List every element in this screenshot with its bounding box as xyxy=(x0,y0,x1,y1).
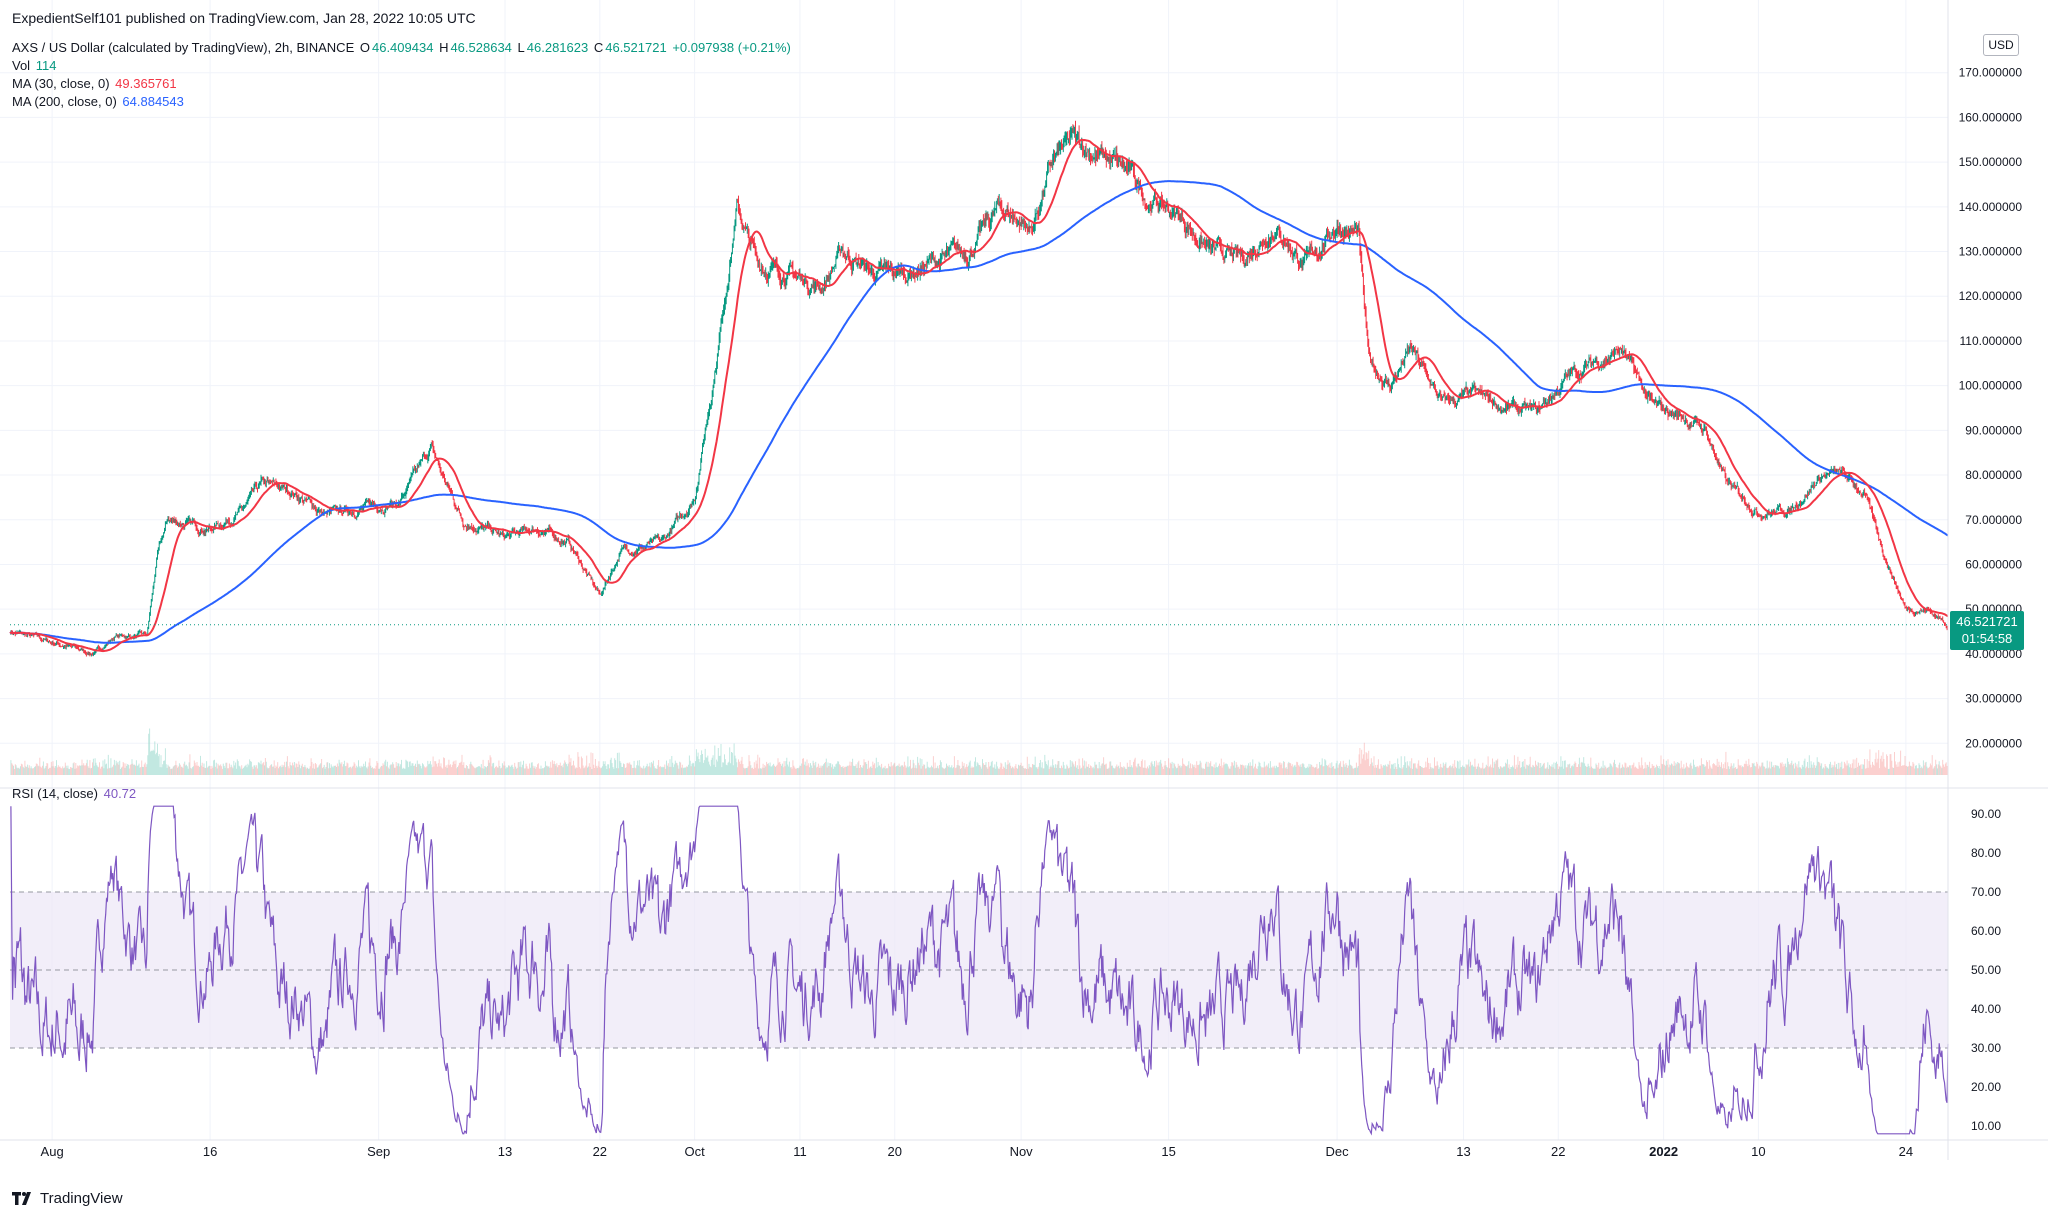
time-tick-label: 20 xyxy=(888,1144,902,1159)
ohlc-open: 46.409434 xyxy=(371,40,434,55)
axes: 170.000000 160.000000 150.000000 140.000000… xyxy=(0,0,2048,1160)
price-tick-label: 150.000000 xyxy=(1959,155,2023,169)
time-tick-label: 11 xyxy=(793,1144,807,1159)
time-tick-label: Aug xyxy=(41,1144,64,1159)
time-tick-label: Dec xyxy=(1326,1144,1350,1159)
ma200-legend[interactable]: MA (200, close, 0) 64.884543 xyxy=(12,94,186,109)
price-tick-label: 100.000000 xyxy=(1959,379,2023,393)
ma30-label: MA (30, close, 0) xyxy=(12,76,110,91)
rsi-value: 40.72 xyxy=(103,786,137,801)
rsi-tick-label: 80.00 xyxy=(1971,846,2001,860)
last-price-tag: 46.521721 01:54:58 xyxy=(1950,611,2024,650)
price-tick-label: 70.000000 xyxy=(1965,513,2022,527)
ohlc-low-label: L xyxy=(517,40,525,55)
volume-legend[interactable]: Vol 114 xyxy=(12,58,58,73)
ohlc-change: +0.097938 (+0.21%) xyxy=(672,40,791,55)
rsi-tick-label: 90.00 xyxy=(1971,807,2001,821)
price-tick-label: 110.000000 xyxy=(1959,334,2022,348)
ma30-path xyxy=(9,138,1949,652)
ohlc-low: 46.281623 xyxy=(526,40,589,55)
symbol-legend: AXS / US Dollar (calculated by TradingVi… xyxy=(12,40,793,55)
time-tick-label: 24 xyxy=(1899,1144,1913,1159)
rsi-band xyxy=(10,891,1948,1049)
ohlc-close: 46.521721 xyxy=(605,40,667,55)
price-tick-label: 20.000000 xyxy=(1965,736,2022,750)
publish-header: ExpedientSelf101 published on TradingVie… xyxy=(12,10,476,26)
volume-up-bars xyxy=(10,728,1949,775)
vol-value: 114 xyxy=(35,58,57,73)
rsi-tick-label: 40.00 xyxy=(1971,1002,2001,1016)
vol-label: Vol xyxy=(12,58,31,73)
time-tick-label: 22 xyxy=(593,1144,607,1159)
rsi-line xyxy=(10,805,1949,1136)
volume-bars xyxy=(10,728,1949,775)
time-tick-label: 16 xyxy=(203,1144,217,1159)
price-tick-label: 80.000000 xyxy=(1965,468,2022,482)
up-candles xyxy=(10,125,1949,657)
price-tick-label: 30.000000 xyxy=(1965,692,2022,706)
rsi-tick-label: 60.00 xyxy=(1971,924,2001,938)
last-price: 46.521721 xyxy=(1956,614,2018,629)
ma200-value: 64.884543 xyxy=(122,94,184,109)
rsi-tick-label: 50.00 xyxy=(1971,963,2001,977)
brand-name: TradingView xyxy=(40,1190,123,1207)
time-tick-label: 13 xyxy=(498,1144,512,1159)
volume-down-bars xyxy=(11,742,1948,775)
price-tick-label: 90.000000 xyxy=(1965,423,2022,437)
ma30-value: 49.365761 xyxy=(115,76,177,91)
bar-countdown: 01:54:58 xyxy=(1961,631,2013,646)
price-tick-label: 120.000000 xyxy=(1959,289,2023,303)
ohlc-high: 46.528634 xyxy=(450,40,512,55)
rsi-tick-label: 10.00 xyxy=(1971,1119,2001,1133)
rsi-legend[interactable]: RSI (14, close) 40.72 xyxy=(12,786,138,801)
price-tick-label: 130.000000 xyxy=(1959,245,2023,259)
time-tick-label: Sep xyxy=(367,1144,390,1159)
price-tick-label: 170.000000 xyxy=(1959,66,2023,80)
rsi-tick-label: 70.00 xyxy=(1971,885,2001,899)
rsi-tick-label: 30.00 xyxy=(1971,1041,2001,1055)
price-tick-label: 40.000000 xyxy=(1965,647,2022,661)
price-tick-label: 140.000000 xyxy=(1959,200,2023,214)
ohlc-open-label: O xyxy=(359,40,370,55)
tradingview-logo-icon xyxy=(12,1192,31,1205)
symbol-title[interactable]: AXS / US Dollar (calculated by TradingVi… xyxy=(12,40,355,55)
currency-button[interactable]: USD xyxy=(1983,34,2019,56)
time-tick-label: Oct xyxy=(685,1144,706,1159)
rsi-label: RSI (14, close) xyxy=(12,786,98,801)
time-tick-label: Nov xyxy=(1010,1144,1034,1159)
time-tick-label: 13 xyxy=(1456,1144,1470,1159)
rsi-tick-label: 20.00 xyxy=(1971,1080,2001,1094)
footer-brand[interactable]: TradingView xyxy=(12,1190,123,1207)
ma30-legend[interactable]: MA (30, close, 0) 49.365761 xyxy=(12,76,179,91)
ohlc-close-label: C xyxy=(593,40,604,55)
time-tick-label: 2022 xyxy=(1649,1144,1678,1159)
price-tick-label: 60.000000 xyxy=(1965,557,2022,571)
time-tick-label: 10 xyxy=(1751,1144,1765,1159)
ohlc-high-label: H xyxy=(439,40,449,55)
time-tick-label: 15 xyxy=(1161,1144,1175,1159)
rsi-path xyxy=(10,805,1949,1136)
price-tick-label: 160.000000 xyxy=(1959,110,2023,124)
time-tick-label: 22 xyxy=(1551,1144,1565,1159)
ma200-label: MA (200, close, 0) xyxy=(12,94,117,109)
ma30-line xyxy=(9,138,1949,652)
